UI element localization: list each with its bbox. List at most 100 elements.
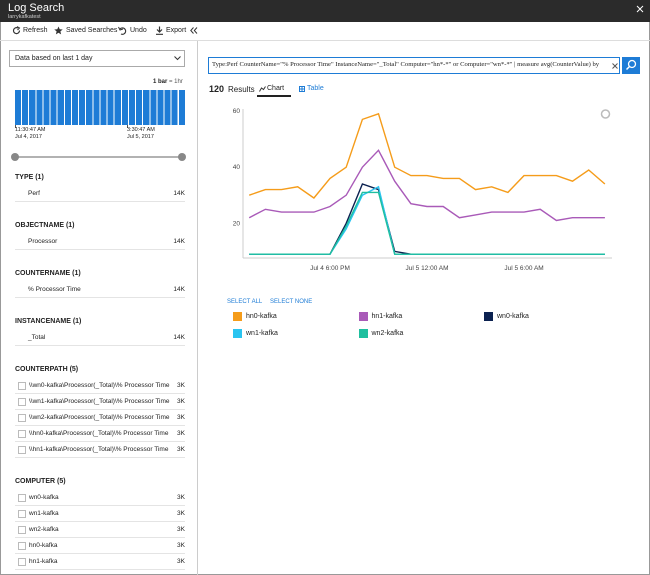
- facet-value: hn1-kafka: [29, 558, 58, 565]
- facet-count: 3K: [177, 526, 185, 533]
- facet-row[interactable]: _Total 14K: [15, 330, 185, 346]
- select-all[interactable]: SELECT ALL: [227, 299, 263, 305]
- facet-count: 14K: [173, 286, 185, 293]
- facet-row[interactable]: wn2-kafka 3K: [15, 522, 185, 538]
- facet-count: 3K: [177, 430, 185, 437]
- facet-count: 3K: [177, 382, 185, 389]
- chart-tab[interactable]: Chart: [267, 85, 285, 92]
- checkbox[interactable]: [18, 542, 26, 550]
- refresh-icon: [12, 26, 21, 35]
- query-box[interactable]: Type:Perf CounterName="% Processor Time"…: [208, 57, 620, 74]
- time-filter-text: Data based on last 1 day: [15, 55, 93, 62]
- checkbox[interactable]: [18, 494, 26, 502]
- facet-count: 3K: [177, 510, 185, 517]
- series-line: [248, 149, 605, 222]
- series-line: [248, 112, 606, 199]
- facet-count: 3K: [177, 542, 185, 549]
- export-button[interactable]: Export: [166, 27, 187, 34]
- facet: TYPE (1) Perf 14K: [15, 170, 185, 202]
- facet-count: 14K: [173, 334, 185, 341]
- facet-count: 3K: [177, 494, 185, 501]
- checkbox[interactable]: [18, 510, 26, 518]
- histogram-start-time: 11:30:47 AM: [15, 127, 46, 133]
- legend-label: hn1-kafka: [371, 313, 403, 320]
- histogram-tick: [15, 125, 16, 128]
- bar-label: = 1hr: [169, 79, 183, 85]
- x-tick-label: Jul 5 12:00 AM: [406, 265, 449, 272]
- range-slider[interactable]: [10, 152, 188, 162]
- facet-value: \\hn1-kafka\Processor(_Total)\% Processo…: [29, 446, 169, 453]
- facet-count: 3K: [177, 414, 185, 421]
- search-button[interactable]: [622, 57, 640, 74]
- facet-value: \\wn0-kafka\Processor(_Total)\% Processo…: [29, 382, 170, 389]
- chart-tab-icon: [259, 86, 266, 92]
- facet-count: 14K: [173, 190, 185, 197]
- undo-button[interactable]: Undo: [130, 27, 147, 34]
- legend-label: wn1-kafka: [246, 330, 278, 337]
- facet-row[interactable]: \\hn0-kafka\Processor(_Total)\% Processo…: [15, 426, 185, 442]
- facet-row[interactable]: wn0-kafka 3K: [15, 490, 185, 506]
- export-icon: [156, 26, 163, 35]
- select-none[interactable]: SELECT NONE: [270, 299, 313, 305]
- facet-value: _Total: [28, 334, 46, 341]
- facet-value: Perf: [28, 190, 40, 197]
- checkbox[interactable]: [18, 558, 26, 566]
- legend-label: hn0-kafka: [246, 313, 277, 320]
- facet-row[interactable]: \\wn1-kafka\Processor(_Total)\% Processo…: [15, 394, 185, 410]
- facet-row[interactable]: \\wn2-kafka\Processor(_Total)\% Processo…: [15, 410, 185, 426]
- facet-title: INSTANCENAME (1): [15, 318, 82, 325]
- facet-title: COUNTERNAME (1): [15, 270, 81, 277]
- facet-row[interactable]: wn1-kafka 3K: [15, 506, 185, 522]
- refresh-button[interactable]: Refresh: [23, 27, 48, 34]
- legend-label: wn2-kafka: [371, 330, 404, 337]
- facet: OBJECTNAME (1) Processor 14K: [15, 218, 185, 250]
- results-count: 120: [209, 84, 225, 94]
- legend-swatch: [233, 312, 242, 321]
- facet-value: wn0-kafka: [29, 494, 59, 501]
- y-tick-label: 60: [233, 108, 241, 115]
- collapse-button[interactable]: [190, 27, 198, 34]
- facet-row[interactable]: \\hn1-kafka\Processor(_Total)\% Processo…: [15, 442, 185, 458]
- toolbar: Refresh Saved Searches Undo Export: [0, 22, 650, 41]
- chart-settings[interactable]: [600, 109, 611, 119]
- legend-swatch: [358, 329, 368, 338]
- legend-swatch: [233, 329, 242, 338]
- table-tab[interactable]: Table: [307, 85, 324, 92]
- checkbox[interactable]: [18, 382, 26, 390]
- facet-value: wn1-kafka: [29, 510, 59, 517]
- facet-value: Processor: [28, 238, 58, 245]
- checkbox[interactable]: [18, 446, 26, 454]
- facet-row[interactable]: \\wn0-kafka\Processor(_Total)\% Processo…: [15, 378, 185, 394]
- facet-row[interactable]: hn1-kafka 3K: [15, 554, 185, 570]
- facet-row[interactable]: % Processor Time 14K: [15, 282, 185, 298]
- clear-query[interactable]: [612, 63, 618, 69]
- series-line: [249, 185, 605, 255]
- facet-title: OBJECTNAME (1): [15, 222, 75, 229]
- facet-count: 3K: [177, 446, 185, 453]
- query-text: Type:Perf CounterName="% Processor Time"…: [212, 61, 600, 68]
- facet-row[interactable]: hn0-kafka 3K: [15, 538, 185, 554]
- saved-searches-button[interactable]: Saved Searches: [66, 27, 118, 34]
- left-panel: Data based on last 1 day 1 bar = 1hr 11:…: [0, 41, 198, 575]
- checkbox[interactable]: [18, 430, 26, 438]
- bar-label-bold: 1 bar: [153, 79, 168, 85]
- x-tick-label: Jul 4 6:00 PM: [310, 265, 350, 272]
- undo-icon: [118, 26, 127, 35]
- histogram[interactable]: [15, 90, 186, 125]
- header-subtitle: larrykafkatest: [8, 14, 41, 20]
- facet-list: TYPE (1) Perf 14K OBJECTNAME (1) Processor 14…: [15, 170, 185, 575]
- facet: COUNTERNAME (1) % Processor Time 14K: [15, 266, 185, 298]
- y-tick-label: 40: [233, 164, 241, 171]
- close-button[interactable]: [636, 5, 644, 13]
- facet-row[interactable]: Processor 14K: [15, 234, 185, 250]
- checkbox[interactable]: [18, 398, 26, 406]
- facet-value: \\wn1-kafka\Processor(_Total)\% Processo…: [29, 398, 170, 405]
- time-filter-dropdown[interactable]: Data based on last 1 day: [9, 50, 185, 67]
- facet-value: \\wn2-kafka\Processor(_Total)\% Processo…: [29, 414, 170, 421]
- checkbox[interactable]: [18, 414, 26, 422]
- facet-row[interactable]: Perf 14K: [15, 186, 185, 202]
- checkbox[interactable]: [18, 526, 26, 534]
- series-line: [249, 183, 605, 255]
- facet-title: COUNTERPATH (5): [15, 366, 79, 373]
